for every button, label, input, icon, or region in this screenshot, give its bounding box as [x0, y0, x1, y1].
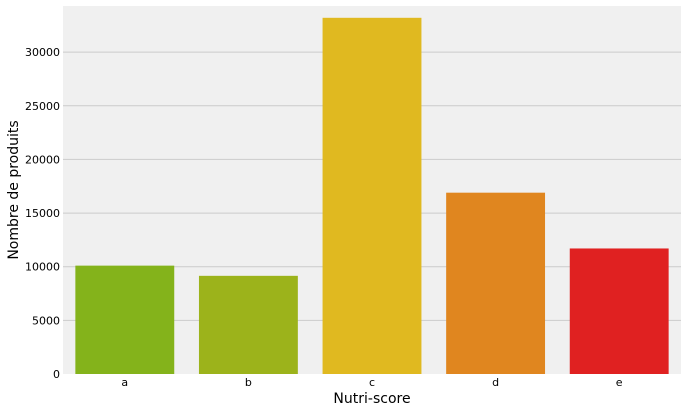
- y-tick-label: 5000: [32, 314, 60, 327]
- x-axis-label: Nutri-score: [333, 391, 410, 407]
- y-tick-label: 25000: [25, 100, 60, 113]
- bars: [75, 17, 669, 374]
- y-tick-label: 30000: [25, 46, 60, 59]
- bar-c: [322, 17, 422, 374]
- x-tick-label-d: d: [492, 376, 499, 389]
- x-tick-label-c: c: [369, 376, 375, 389]
- bar-b: [198, 275, 298, 374]
- x-tick-labels: a b c d e: [121, 376, 622, 389]
- bar-d: [446, 192, 546, 374]
- x-tick-label-e: e: [616, 376, 623, 389]
- y-tick-label: 15000: [25, 207, 60, 220]
- y-axis-label: Nombre de produits: [6, 120, 22, 259]
- x-tick-label-a: a: [121, 376, 128, 389]
- bar-e: [569, 248, 669, 374]
- x-tick-label-b: b: [245, 376, 252, 389]
- y-tick-label: 0: [53, 368, 60, 381]
- y-tick-labels: 0 5000 10000 15000 20000 25000 30000: [25, 46, 60, 381]
- bar-a: [75, 265, 175, 374]
- y-tick-label: 20000: [25, 153, 60, 166]
- y-tick-label: 10000: [25, 261, 60, 274]
